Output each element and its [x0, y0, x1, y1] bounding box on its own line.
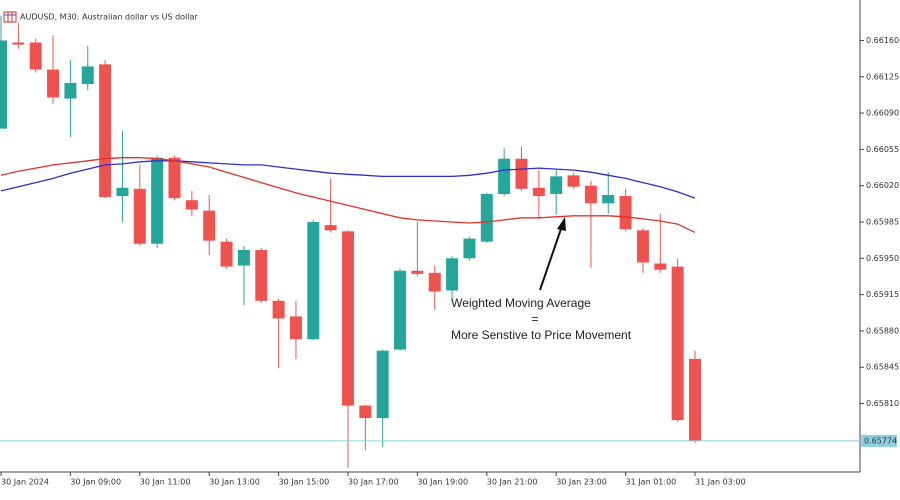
candle-body [567, 175, 580, 187]
candle-body [81, 66, 94, 85]
candle-body [272, 300, 285, 319]
x-tick-label: 30 Jan 21:00 [487, 478, 538, 487]
x-tick-label: 31 Jan 03:00 [695, 478, 746, 487]
candle-body [550, 176, 563, 194]
candle-body [446, 258, 459, 291]
candle-body [255, 250, 268, 301]
candle-body [619, 196, 632, 230]
x-tick-label: 31 Jan 01:00 [626, 478, 677, 487]
y-tick-label: 0.66090 [866, 109, 899, 118]
current-price-label: 0.65774 [864, 436, 897, 445]
annotation-arrowhead [557, 217, 566, 231]
candle-body [307, 221, 320, 340]
candle-body [29, 42, 42, 70]
y-tick-label: 0.66055 [866, 145, 899, 154]
plot-layer [0, 15, 701, 468]
candle-body [602, 195, 615, 204]
candle-body [584, 185, 597, 204]
x-tick-label: 30 Jan 15:00 [279, 478, 330, 487]
candle-body [12, 42, 25, 45]
symbol-icon [3, 11, 17, 23]
current-price-box [861, 434, 897, 447]
candle-body [463, 238, 476, 259]
candle-body [185, 200, 198, 210]
candle-body [394, 270, 407, 350]
y-tick-label: 0.65950 [866, 254, 899, 263]
moving-average-line [0, 157, 696, 233]
y-tick-label: 0.65915 [866, 290, 899, 299]
candle-body [0, 40, 7, 129]
y-tick-label: 0.65985 [866, 217, 899, 226]
x-tick-label: 30 Jan 11:00 [140, 478, 191, 487]
y-tick-label: 0.66020 [866, 181, 899, 190]
y-tick-label: 0.65810 [866, 399, 899, 408]
x-tick-label: 30 Jan 23:00 [556, 478, 607, 487]
candle-body [411, 270, 424, 274]
candle-body [64, 82, 77, 99]
y-tick-label: 0.66160 [866, 36, 899, 45]
candle-body [689, 358, 701, 441]
candle-body [168, 157, 181, 199]
x-tick-label: 30 Jan 2024 [1, 478, 49, 487]
candle-body [359, 405, 372, 419]
candle-body [515, 158, 528, 189]
annotation-line: Weighted Moving Average [451, 296, 591, 310]
candle-body [220, 241, 233, 267]
candle-body [428, 272, 441, 292]
candle-body [99, 64, 112, 198]
candle-body [480, 193, 493, 242]
candle-body [654, 263, 667, 270]
x-tick-label: 30 Jan 19:00 [417, 478, 468, 487]
candle-body [498, 158, 511, 194]
x-tick-label: 30 Jan 13:00 [209, 478, 260, 487]
candle-body [151, 157, 164, 244]
annotation-arrow [539, 225, 563, 291]
candle-body [47, 69, 60, 98]
candle-body [289, 316, 302, 340]
annotation-line: More Senstive to Price Movement [451, 328, 632, 342]
candle-body [376, 350, 389, 419]
candle-body [203, 210, 216, 241]
y-tick-label: 0.65880 [866, 326, 899, 335]
chart-title: AUDUSD, M30: Australian dollar vs US dol… [20, 13, 198, 22]
candle-body [237, 250, 250, 266]
y-tick-label: 0.66125 [866, 72, 899, 81]
y-tick-label: 0.65845 [866, 363, 899, 372]
annotation-line: = [531, 312, 538, 326]
x-tick-label: 30 Jan 09:00 [70, 478, 121, 487]
candle-body [671, 266, 684, 421]
candle-body [532, 187, 545, 197]
candle-body [116, 187, 129, 197]
candle-body [636, 230, 649, 263]
moving-average-line [0, 160, 696, 199]
candle-body [133, 188, 146, 244]
x-tick-label: 30 Jan 17:00 [348, 478, 399, 487]
candle-body [342, 231, 354, 406]
candle-body [324, 225, 337, 231]
